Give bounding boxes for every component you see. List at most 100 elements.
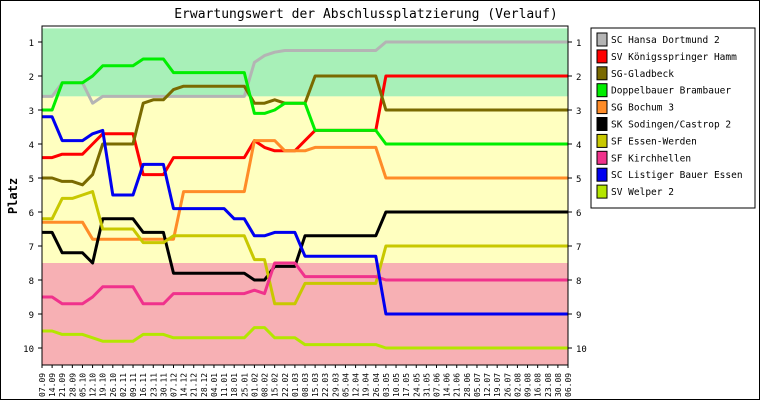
y-tick-label-right: 7 bbox=[576, 243, 581, 253]
y-tick-label-left: 6 bbox=[29, 209, 34, 219]
legend-label: SG Bochum 3 bbox=[611, 103, 674, 114]
x-tick-label: 01.02 bbox=[250, 373, 259, 397]
series-line-3 bbox=[42, 57, 568, 146]
x-tick-label: 26.07 bbox=[503, 373, 512, 397]
y-tick-label-left: 2 bbox=[29, 73, 34, 83]
y-axis-label: Platz bbox=[6, 178, 20, 214]
x-tick-label: 31.05 bbox=[422, 373, 431, 397]
legend-swatch bbox=[596, 184, 608, 199]
legend-label: SC Hansa Dortmund 2 bbox=[611, 35, 720, 46]
legend-box bbox=[590, 27, 756, 209]
x-tick-label: 14.09 bbox=[48, 373, 57, 397]
band-promotion bbox=[42, 28, 568, 97]
legend-label: SC Listiger Bauer Essen bbox=[611, 170, 743, 181]
x-tick-label: 05.07 bbox=[473, 373, 482, 397]
x-tick-label: 07.09 bbox=[38, 373, 47, 397]
x-tick-label: 30.11 bbox=[159, 373, 168, 397]
legend-swatch bbox=[596, 100, 608, 115]
legend-swatch bbox=[596, 150, 608, 165]
y-axis-ticks: 1 1 2 2 3 3 4 4 5 5 6 6 7 7 8 8 9 9 10 10 bbox=[23, 39, 587, 355]
x-tick-label: 05.04 bbox=[341, 373, 350, 397]
y-tick-label-right: 5 bbox=[576, 175, 581, 185]
legend-swatch bbox=[596, 32, 608, 47]
y-tick-label-right: 10 bbox=[576, 345, 587, 355]
x-tick-label: 06.09 bbox=[564, 373, 573, 397]
legend-swatch bbox=[596, 66, 608, 81]
x-axis-ticks: 07.09 14.09 21.09 28.09 05.10 12.10 19.10 26.10… bbox=[38, 365, 573, 397]
x-tick-label: 14.12 bbox=[180, 373, 189, 397]
x-tick-label: 26.04 bbox=[372, 373, 381, 397]
y-tick-label-right: 6 bbox=[576, 209, 581, 219]
x-tick-label: 17.05 bbox=[402, 373, 411, 397]
legend-swatch bbox=[596, 83, 608, 98]
x-tick-label: 15.02 bbox=[271, 373, 280, 397]
x-tick-label: 22.02 bbox=[281, 373, 290, 397]
y-tick-label-left: 3 bbox=[29, 107, 34, 117]
x-tick-label: 28.12 bbox=[200, 373, 209, 397]
x-tick-label: 25.01 bbox=[240, 373, 249, 397]
series-line-4 bbox=[42, 139, 568, 241]
x-tick-label: 23.08 bbox=[544, 373, 553, 397]
legend-swatch bbox=[596, 167, 608, 182]
x-tick-label: 28.09 bbox=[68, 373, 77, 397]
legend-label: SF Kirchhellen bbox=[611, 153, 691, 164]
x-tick-label: 12.04 bbox=[352, 373, 361, 397]
x-tick-label: 30.08 bbox=[554, 373, 563, 397]
x-tick-label: 02.11 bbox=[119, 373, 128, 397]
x-tick-label: 08.03 bbox=[301, 373, 310, 397]
y-tick-label-right: 4 bbox=[576, 141, 581, 151]
x-tick-label: 01.03 bbox=[291, 373, 300, 397]
x-tick-label: 28.06 bbox=[463, 373, 472, 397]
legend: SC Hansa Dortmund 2 SV Königsspringer Ham… bbox=[590, 27, 756, 209]
x-tick-label: 03.05 bbox=[382, 373, 391, 397]
x-tick-label: 19.10 bbox=[99, 373, 108, 397]
x-tick-label: 23.11 bbox=[149, 373, 158, 397]
chart-title: Erwartungswert der Abschlussplatzierung … bbox=[174, 7, 558, 22]
y-tick-label-left: 4 bbox=[29, 141, 34, 151]
x-tick-label: 16.08 bbox=[534, 373, 543, 397]
y-tick-label-left: 5 bbox=[29, 175, 34, 185]
x-tick-label: 10.05 bbox=[392, 373, 401, 397]
legend-swatch bbox=[596, 133, 608, 148]
y-tick-label-right: 2 bbox=[576, 73, 581, 83]
y-tick-label-left: 7 bbox=[29, 243, 34, 253]
series-line-9 bbox=[42, 326, 568, 350]
x-tick-label: 21.12 bbox=[190, 373, 199, 397]
series-line-7 bbox=[42, 261, 568, 306]
x-tick-label: 07.06 bbox=[433, 373, 442, 397]
x-tick-label: 12.07 bbox=[483, 373, 492, 397]
x-tick-label: 02.08 bbox=[513, 373, 522, 397]
legend-label: SF Essen-Werden bbox=[611, 136, 697, 147]
series-line-5 bbox=[42, 210, 568, 282]
x-tick-label: 15.03 bbox=[311, 373, 320, 397]
x-tick-label: 14.06 bbox=[443, 373, 452, 397]
y-tick-label-right: 9 bbox=[576, 311, 581, 321]
series-line-1 bbox=[42, 74, 568, 177]
legend-label: SG-Gladbeck bbox=[611, 69, 674, 80]
x-tick-label: 22.03 bbox=[321, 373, 330, 397]
x-tick-label: 18.01 bbox=[230, 373, 239, 397]
legend-swatch bbox=[596, 117, 608, 131]
y-tick-label-right: 1 bbox=[576, 39, 581, 49]
x-tick-label: 07.12 bbox=[170, 373, 179, 397]
legend-label: SV Welper 2 bbox=[611, 187, 674, 198]
series-line-0 bbox=[42, 40, 568, 105]
y-tick-label-left: 10 bbox=[23, 345, 34, 355]
x-tick-label: 09.11 bbox=[129, 373, 138, 397]
x-tick-label: 19.07 bbox=[493, 373, 502, 397]
x-tick-label: 05.10 bbox=[78, 373, 87, 397]
x-tick-label: 09.08 bbox=[524, 373, 533, 397]
x-tick-label: 19.04 bbox=[362, 373, 371, 397]
x-tick-label: 11.01 bbox=[220, 373, 229, 397]
x-tick-label: 21.06 bbox=[453, 373, 462, 397]
x-tick-label: 04.01 bbox=[210, 373, 219, 397]
legend-label: SK Sodingen/Castrop 2 bbox=[611, 120, 731, 131]
series-lines bbox=[42, 40, 568, 350]
y-tick-label-right: 3 bbox=[576, 107, 581, 117]
x-tick-label: 29.03 bbox=[331, 373, 340, 397]
legend-swatch bbox=[596, 49, 608, 64]
x-tick-label: 21.09 bbox=[58, 373, 67, 397]
y-tick-label-right: 8 bbox=[576, 277, 581, 287]
